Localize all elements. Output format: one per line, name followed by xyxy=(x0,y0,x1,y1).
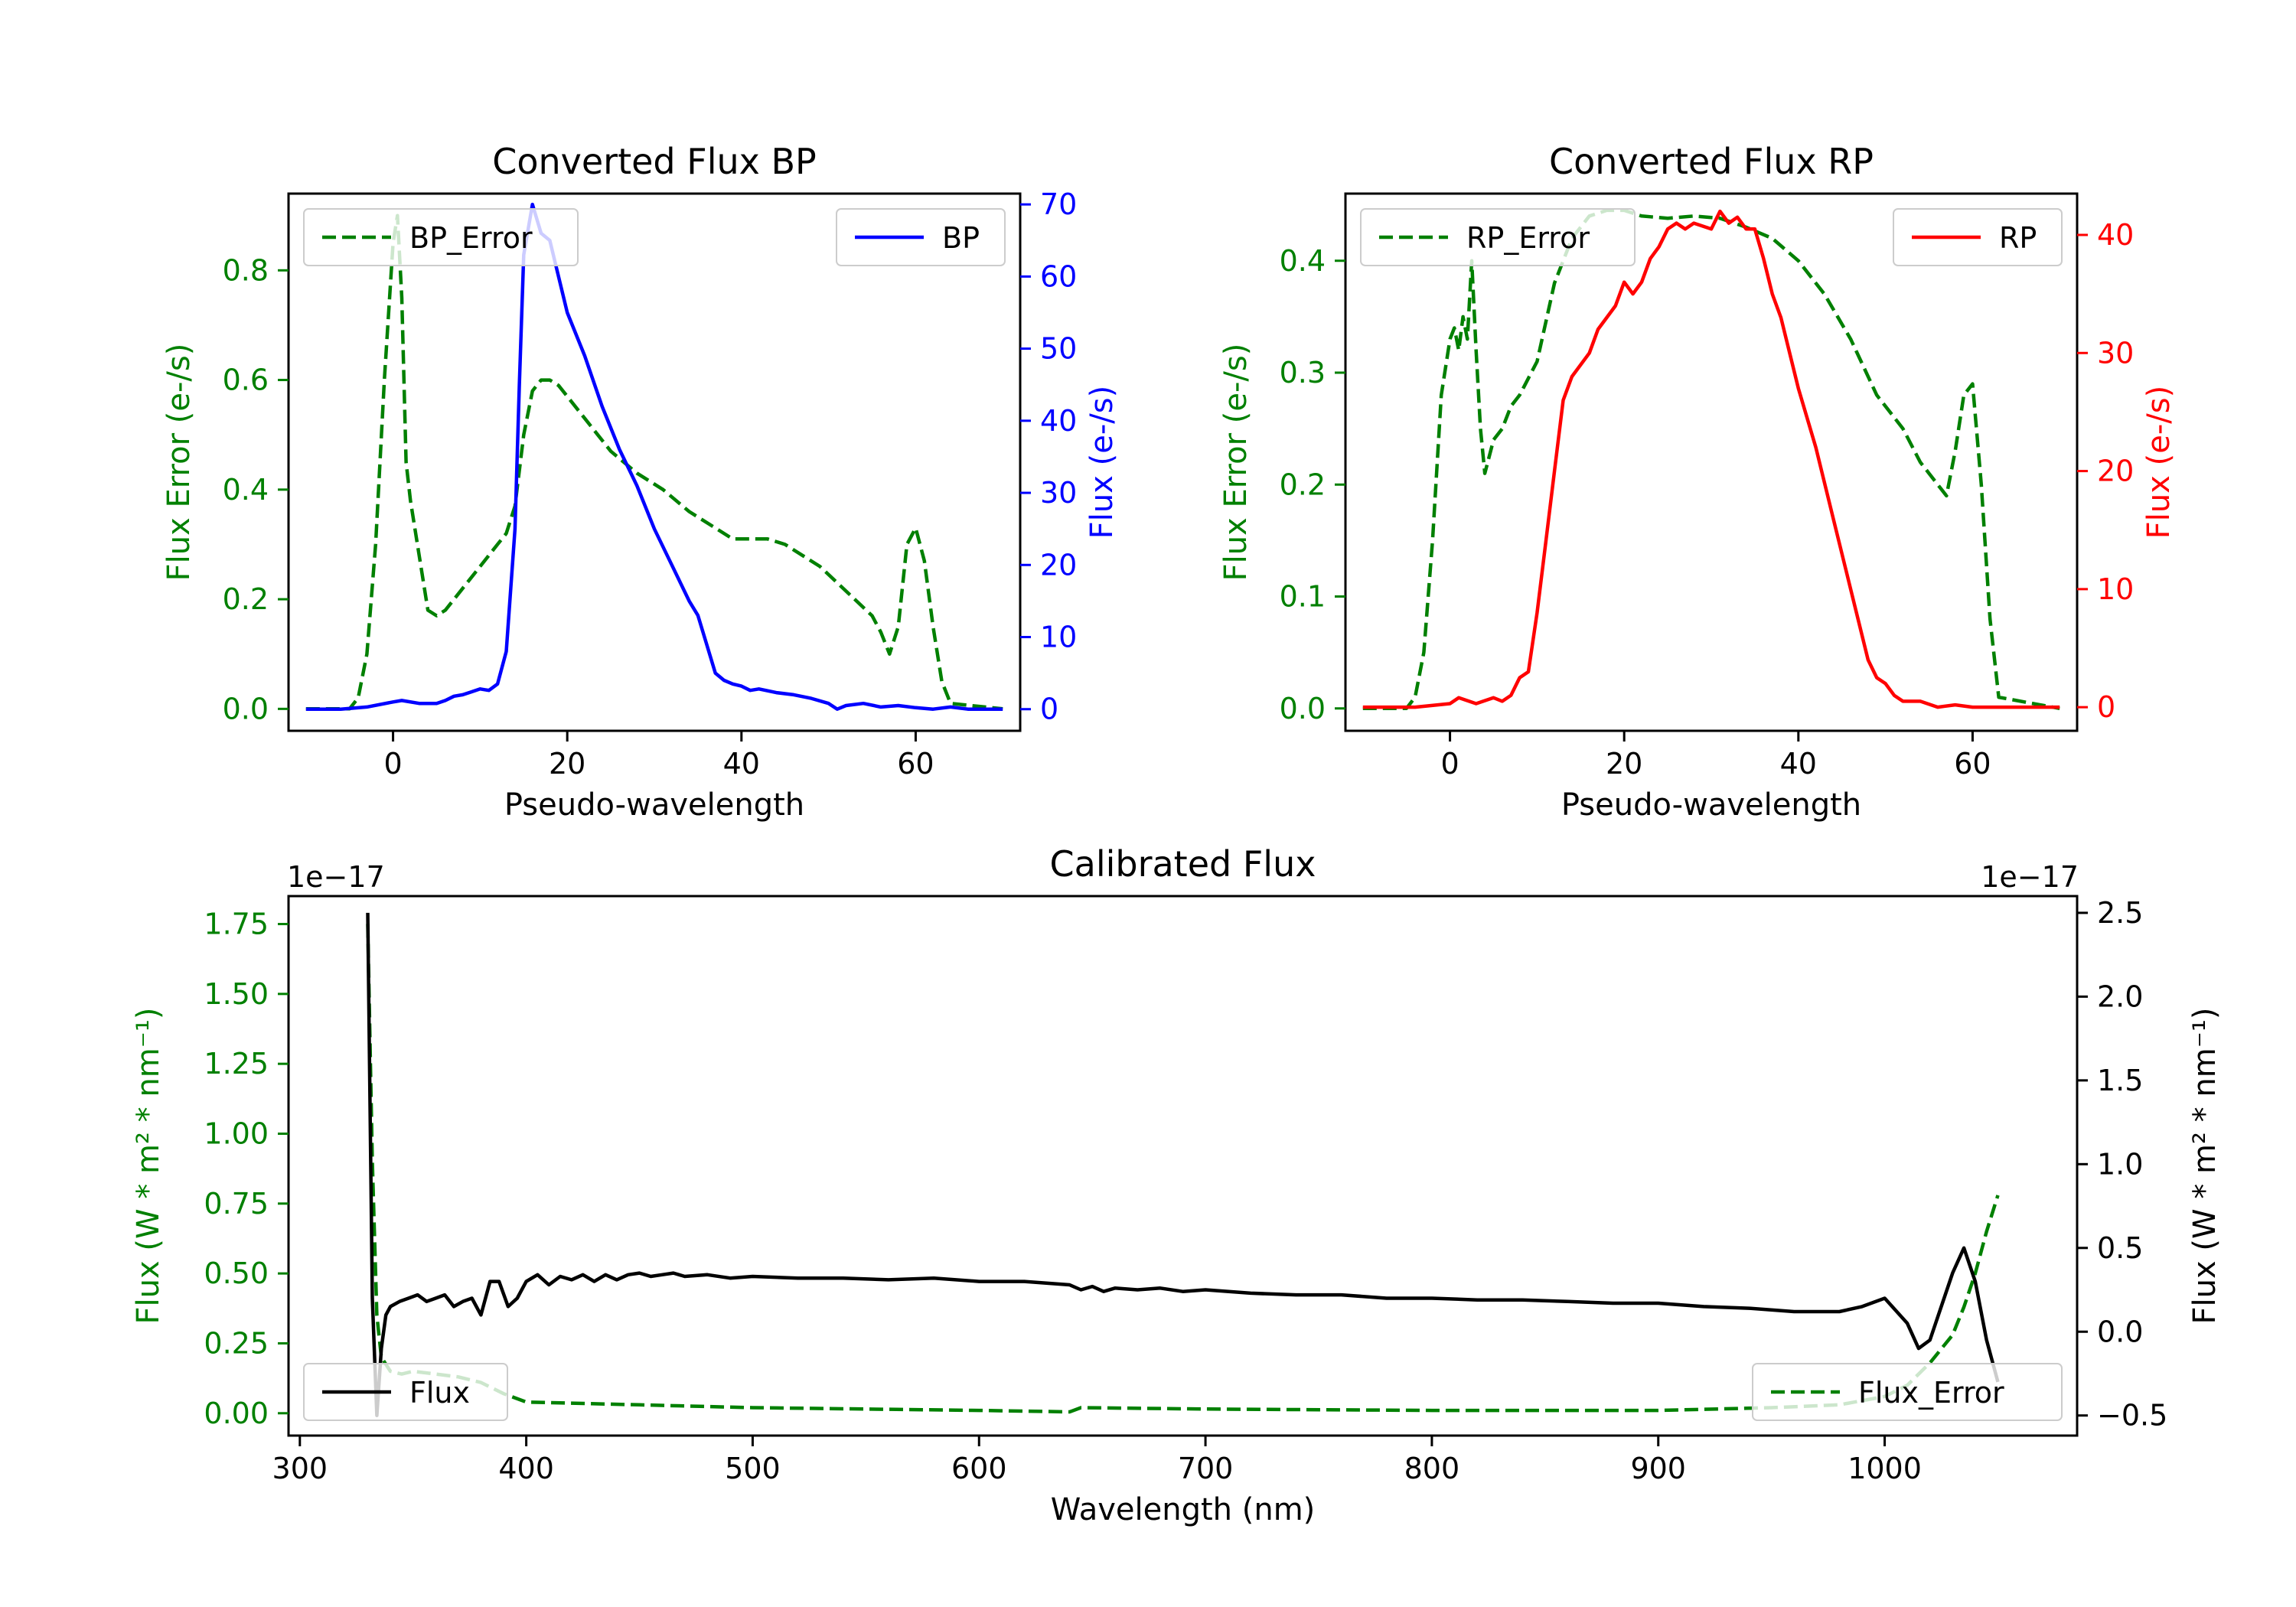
left-y-tick-label: 0.2 xyxy=(223,582,269,616)
legend-label: Flux xyxy=(409,1376,470,1410)
legend-box xyxy=(1752,1363,2063,1421)
left-axis-offset-text: 1e−17 xyxy=(287,860,385,894)
plot-frame xyxy=(287,192,1022,732)
plot-frame xyxy=(1344,192,2079,732)
left-y-tick-label: 0.2 xyxy=(1280,468,1326,501)
x-tick-label: 40 xyxy=(1780,747,1817,781)
right-y-tick-label: 20 xyxy=(1040,548,1077,582)
x-tick-label: 20 xyxy=(549,747,585,781)
x-tick-label: 60 xyxy=(1954,747,1991,781)
right-y-axis-label: Flux (W * m² * nm⁻¹) xyxy=(2187,1008,2223,1325)
series-line-bp-error xyxy=(305,214,1003,711)
plot-frame xyxy=(287,895,2079,1437)
left-y-tick-label: 0.4 xyxy=(223,473,269,507)
right-y-tick-label: 40 xyxy=(2097,218,2134,252)
left-y-tick-label: 0.75 xyxy=(204,1187,269,1221)
x-tick-label: 20 xyxy=(1606,747,1642,781)
series-line-flux xyxy=(366,912,2000,1417)
x-tick-label: 500 xyxy=(725,1452,781,1485)
x-axis-label: Pseudo-wavelength xyxy=(504,787,804,823)
legend-label: BP xyxy=(942,221,980,255)
x-axis-label: Wavelength (nm) xyxy=(1051,1492,1316,1527)
right-y-tick-label: 0.0 xyxy=(2097,1315,2143,1348)
x-tick-label: 40 xyxy=(723,747,760,781)
chart-bp: 0 20 40 60 0.0 0.2 0.4 0.6 0.8 0 10 20 30 40 50 60 70 Pse… xyxy=(161,141,1120,823)
legend-rp: RP xyxy=(1893,208,2063,266)
legend-flux-error: Flux_Error xyxy=(1752,1363,2063,1421)
right-y-tick-label: 1.0 xyxy=(2097,1147,2143,1181)
right-y-tick-label: 30 xyxy=(2097,336,2134,370)
legend-bp-error: BP_Error xyxy=(303,208,579,266)
legend-box xyxy=(303,1363,508,1421)
series-line-bp xyxy=(305,202,1003,711)
x-tick-label: 900 xyxy=(1630,1452,1686,1485)
right-y-tick-label: 2.5 xyxy=(2097,896,2143,930)
x-tick-label: 1000 xyxy=(1848,1452,1922,1485)
x-tick-label: 0 xyxy=(383,747,402,781)
chart-rp: 0 20 40 60 0.0 0.1 0.2 0.3 0.4 0 10 20 30 40 Pseudo-wa… xyxy=(1218,141,2177,823)
left-y-axis-label: Flux (W * m² * nm⁻¹) xyxy=(131,1008,166,1325)
right-y-tick-label: 40 xyxy=(1040,404,1077,438)
chart-title: Converted Flux BP xyxy=(492,141,817,182)
legend-label: RP_Error xyxy=(1466,221,1590,255)
right-y-tick-label: 70 xyxy=(1040,187,1077,221)
right-y-tick-label: 50 xyxy=(1040,332,1077,366)
legend-label: BP_Error xyxy=(409,221,533,255)
x-axis-label: Pseudo-wavelength xyxy=(1561,787,1861,823)
left-y-axis-label: Flux Error (e-/s) xyxy=(1218,344,1254,582)
left-y-tick-label: 0.00 xyxy=(204,1397,269,1430)
x-tick-label: 400 xyxy=(498,1452,554,1485)
left-y-tick-label: 0.4 xyxy=(1280,244,1326,278)
left-y-tick-label: 0.8 xyxy=(223,253,269,287)
right-y-tick-label: 2.0 xyxy=(2097,980,2143,1013)
x-tick-label: 600 xyxy=(951,1452,1007,1485)
right-axis-offset-text: 1e−17 xyxy=(1981,860,2079,894)
left-y-tick-label: 0.1 xyxy=(1280,580,1326,614)
legend-box xyxy=(1360,208,1636,266)
x-tick-label: 60 xyxy=(897,747,934,781)
right-y-tick-label: 10 xyxy=(2097,572,2134,606)
legend-rp-error: RP_Error xyxy=(1360,208,1636,266)
right-y-tick-label: 1.5 xyxy=(2097,1064,2143,1097)
chart-title: Converted Flux RP xyxy=(1549,141,1874,182)
right-y-axis-label: Flux (e-/s) xyxy=(2141,386,2177,539)
right-y-tick-label: 0 xyxy=(2097,690,2115,724)
legend-box xyxy=(303,208,579,266)
left-y-tick-label: 1.25 xyxy=(204,1047,269,1081)
legend-bp: BP xyxy=(836,208,1006,266)
chart-title: Calibrated Flux xyxy=(1050,843,1316,885)
left-y-tick-label: 1.50 xyxy=(204,977,269,1011)
right-y-axis-label: Flux (e-/s) xyxy=(1084,386,1120,539)
left-y-tick-label: 0.50 xyxy=(204,1257,269,1290)
left-y-tick-label: 1.00 xyxy=(204,1116,269,1150)
right-y-tick-label: 20 xyxy=(2097,455,2134,488)
left-y-tick-label: 1.75 xyxy=(204,908,269,941)
left-y-tick-label: 0.6 xyxy=(223,363,269,397)
left-y-tick-label: 0.0 xyxy=(223,692,269,725)
right-y-tick-label: 30 xyxy=(1040,476,1077,510)
left-y-tick-label: 0.25 xyxy=(204,1326,269,1360)
legend-label: RP xyxy=(1999,221,2037,255)
left-y-axis-label: Flux Error (e-/s) xyxy=(161,344,197,582)
right-y-tick-label: 10 xyxy=(1040,621,1077,654)
right-y-tick-label: 0.5 xyxy=(2097,1231,2143,1265)
right-y-tick-label: 0 xyxy=(1040,693,1058,726)
series-line-rp xyxy=(1362,209,2060,709)
right-y-tick-label: −0.5 xyxy=(2097,1399,2167,1433)
legend-flux: Flux xyxy=(303,1363,508,1421)
chart-calibrated: 300 400 500 600 700 800 900 1000 0.00 0.25 0.50 0.7… xyxy=(131,843,2223,1527)
left-y-tick-label: 0.3 xyxy=(1280,356,1326,390)
left-y-tick-label: 0.0 xyxy=(1280,692,1326,725)
x-tick-label: 0 xyxy=(1440,747,1459,781)
x-tick-label: 700 xyxy=(1178,1452,1234,1485)
legend-label: Flux_Error xyxy=(1858,1376,2004,1410)
x-tick-label: 800 xyxy=(1404,1452,1460,1485)
right-y-tick-label: 60 xyxy=(1040,259,1077,293)
x-tick-label: 300 xyxy=(272,1452,328,1485)
